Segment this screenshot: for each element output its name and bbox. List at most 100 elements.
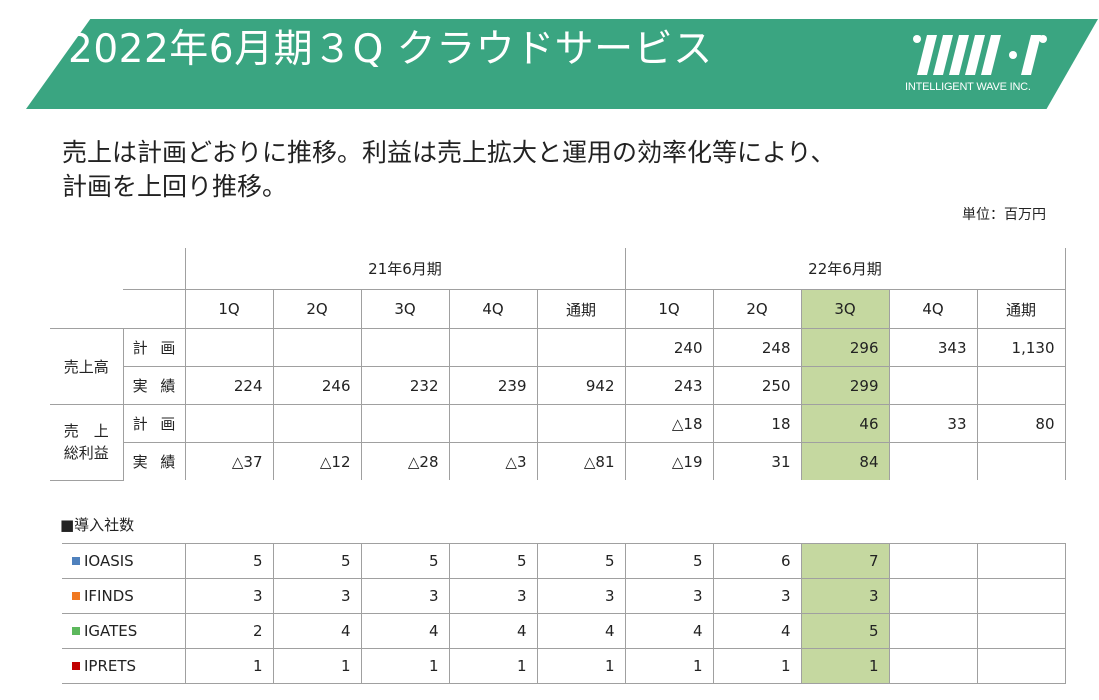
corner-cell (123, 248, 185, 290)
installs-row: IPRETS 1 1 1 1 1 1 1 1 (62, 648, 1066, 684)
install-count-cell (976, 613, 1066, 649)
headline-line-2: 計画を上回り推移。 (62, 172, 288, 201)
install-count-cell: 3 (360, 578, 449, 614)
row-type-label: 実 績 (122, 366, 185, 405)
legend-square-icon (72, 557, 80, 565)
value-cell (888, 366, 977, 405)
quarter-header: 2Q (712, 289, 801, 329)
row-type-label: 計 画 (122, 328, 185, 367)
install-count-cell: 4 (272, 613, 361, 649)
install-count-cell: 4 (624, 613, 713, 649)
installs-table: IOASIS 5 5 5 5 5 5 6 7 IFINDS 3 3 3 3 3 3 3 3 IGATES 2 4 4 4 4 4… (62, 543, 1066, 684)
quarter-header: 通期 (976, 289, 1066, 329)
row-type-label: 実 績 (122, 442, 185, 480)
value-cell: 248 (712, 328, 801, 367)
value-cell (536, 328, 625, 367)
company-logo: INTELLIGENT WAVE INC. (905, 33, 1055, 99)
install-count-cell: 3 (624, 578, 713, 614)
value-cell: △37 (184, 442, 273, 480)
install-count-cell: 5 (448, 543, 537, 579)
value-cell (976, 442, 1066, 480)
value-cell: 239 (448, 366, 537, 405)
row-label-gross-line-2: 総利益 (63, 444, 109, 463)
install-count-cell (888, 613, 977, 649)
install-count-cell: 4 (448, 613, 537, 649)
install-count-cell: 3 (272, 578, 361, 614)
install-count-cell: 1 (800, 648, 889, 684)
product-name: IPRETS (84, 657, 137, 675)
value-cell: 18 (712, 404, 801, 443)
install-count-cell: 5 (536, 543, 625, 579)
install-count-cell: 7 (800, 543, 889, 579)
install-count-cell (976, 648, 1066, 684)
install-count-cell: 1 (272, 648, 361, 684)
value-cell (272, 328, 361, 367)
install-count-cell (888, 543, 977, 579)
row-label-sales: 売上高 (50, 328, 123, 405)
value-cell (888, 442, 977, 480)
value-cell: 250 (712, 366, 801, 405)
value-cell: △19 (624, 442, 713, 480)
title-banner (26, 19, 1098, 109)
legend-square-icon (72, 592, 80, 600)
value-cell (448, 404, 537, 443)
row-label-gross-line-1: 売 上 (63, 422, 109, 441)
value-cell (360, 404, 449, 443)
install-count-cell: 5 (272, 543, 361, 579)
product-name: IGATES (84, 622, 138, 640)
installs-section-title: ■導入社数 (60, 516, 135, 534)
legend-square-icon (72, 662, 80, 670)
value-cell: △12 (272, 442, 361, 480)
value-cell (272, 404, 361, 443)
quarter-header: 1Q (624, 289, 713, 329)
quarter-header: 3Q (360, 289, 449, 329)
install-count-cell: 5 (800, 613, 889, 649)
quarter-header: 通期 (536, 289, 625, 329)
value-cell (360, 328, 449, 367)
product-label: IGATES (62, 613, 185, 649)
value-cell: 1,130 (976, 328, 1066, 367)
install-count-cell: 5 (360, 543, 449, 579)
install-count-cell: 3 (800, 578, 889, 614)
value-cell: △81 (536, 442, 625, 480)
value-cell: 296 (800, 328, 889, 367)
row-label-gross-profit: 売 上 総利益 (50, 404, 123, 481)
value-cell: △3 (448, 442, 537, 480)
install-count-cell: 3 (448, 578, 537, 614)
headline: 売上は計画どおりに推移。利益は売上拡大と運用の効率化等により、 計画を上回り推移… (62, 136, 836, 204)
installs-row: IOASIS 5 5 5 5 5 5 6 7 (62, 543, 1066, 579)
value-cell: 80 (976, 404, 1066, 443)
corner-cell (50, 248, 123, 290)
value-cell: 343 (888, 328, 977, 367)
value-cell: 942 (536, 366, 625, 405)
logo-company-name: INTELLIGENT WAVE INC. (905, 81, 1031, 93)
install-count-cell: 1 (624, 648, 713, 684)
installs-row: IFINDS 3 3 3 3 3 3 3 3 (62, 578, 1066, 614)
product-name: IFINDS (84, 587, 134, 605)
install-count-cell: 3 (184, 578, 273, 614)
install-count-cell: 4 (360, 613, 449, 649)
value-cell (536, 404, 625, 443)
install-count-cell: 1 (360, 648, 449, 684)
group-header: 22年6月期 (624, 248, 1066, 290)
quarter-header: 4Q (888, 289, 977, 329)
install-count-cell (888, 648, 977, 684)
row-type-label: 計 画 (122, 404, 185, 443)
install-count-cell: 3 (536, 578, 625, 614)
value-cell: 46 (800, 404, 889, 443)
quarter-header: 1Q (184, 289, 273, 329)
install-count-cell: 1 (536, 648, 625, 684)
value-cell: △18 (624, 404, 713, 443)
headline-line-1: 売上は計画どおりに推移。利益は売上拡大と運用の効率化等により、 (62, 138, 836, 167)
corner-cell (50, 289, 123, 329)
value-cell: 31 (712, 442, 801, 480)
value-cell: 224 (184, 366, 273, 405)
product-label: IPRETS (62, 648, 185, 684)
install-count-cell: 1 (712, 648, 801, 684)
value-cell: 240 (624, 328, 713, 367)
value-cell: 246 (272, 366, 361, 405)
value-cell: 232 (360, 366, 449, 405)
product-label: IFINDS (62, 578, 185, 614)
value-cell (184, 328, 273, 367)
quarter-header: 2Q (272, 289, 361, 329)
